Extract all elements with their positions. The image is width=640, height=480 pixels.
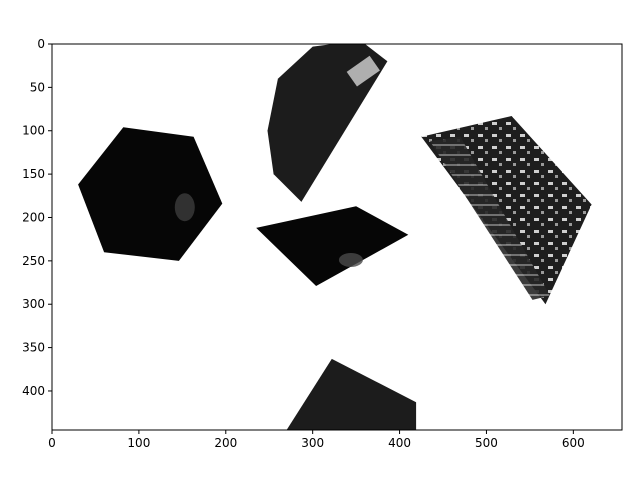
y-tick-label: 150: [22, 167, 45, 181]
image-patches: [78, 44, 592, 430]
hexagon-texture-blob: [174, 193, 195, 222]
y-tick-label: 300: [22, 297, 45, 311]
y-tick-label: 350: [22, 341, 45, 355]
x-tick-label: 100: [127, 436, 150, 450]
bottom-patch: [286, 358, 417, 430]
y-tick-label: 100: [22, 124, 45, 138]
y-tick-label: 400: [22, 384, 45, 398]
triangle-wedge-patch: [256, 206, 409, 286]
x-tick-label: 300: [301, 436, 324, 450]
y-tick-label: 0: [37, 37, 45, 51]
x-tick-label: 500: [475, 436, 498, 450]
urban-road-strip: [430, 136, 550, 300]
y-tick-label: 250: [22, 254, 45, 268]
axes-frame: [51, 43, 623, 431]
x-tick-label: 0: [48, 436, 56, 450]
y-tick-label: 50: [30, 80, 45, 94]
y-tick-label: 200: [22, 210, 45, 224]
y-axis: 0 50 100 150 200 250 300 350 400: [22, 37, 52, 398]
wedge-texture-blob: [338, 252, 363, 267]
x-tick-label: 200: [214, 436, 237, 450]
x-tick-label: 600: [562, 436, 585, 450]
x-tick-label: 400: [388, 436, 411, 450]
disc-building-highlight: [346, 55, 380, 87]
x-axis: 0 100 200 300 400 500 600: [48, 430, 585, 450]
hexagon-patch: [78, 127, 223, 261]
